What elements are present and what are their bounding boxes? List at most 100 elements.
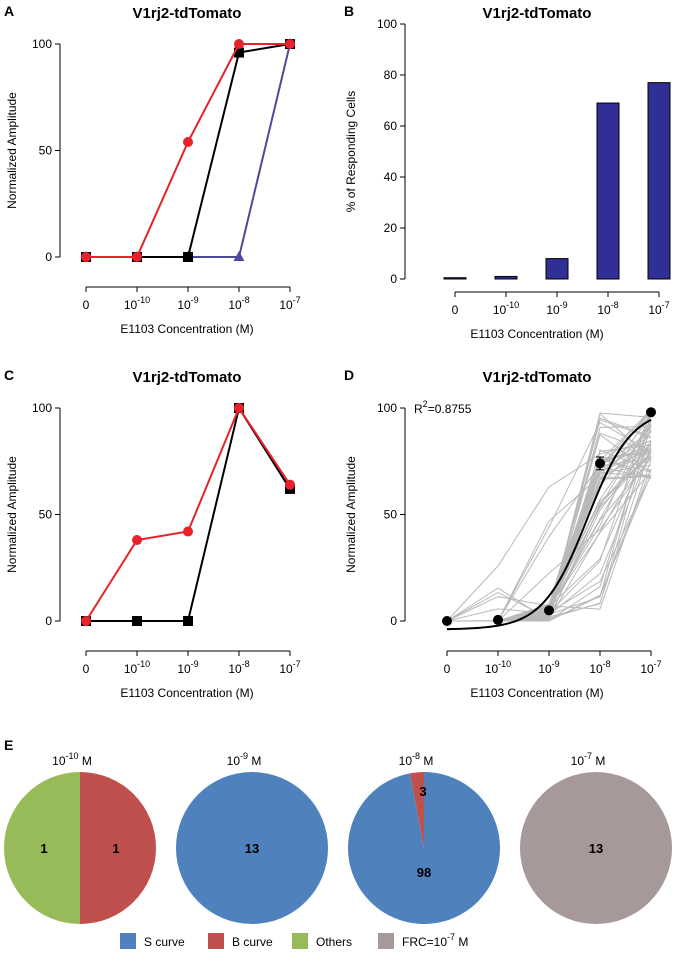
panel-c-series-black-point <box>132 616 142 626</box>
panel-e-pie-3-slice <box>347 772 500 924</box>
panel-a-y-tick-label: 100 <box>32 37 52 51</box>
panel-d-x-tick-label: 0 <box>444 662 451 676</box>
panel-b-y-tick-label: 60 <box>384 119 398 133</box>
panel-d-trace <box>447 411 652 622</box>
panel-b-y-tick-label: 40 <box>384 170 398 184</box>
panel-c-x-tick-label: 10-10 <box>124 659 150 676</box>
panel-a-series-black-point <box>234 47 244 58</box>
panel-d-fit-curve <box>446 418 652 631</box>
panel-a-x-tick-label: 10-8 <box>228 295 249 312</box>
panel-b-x-tick-label: 10-9 <box>546 300 567 317</box>
panel-a: V1rj2-tdTomato 0 50 100 0 10-10 10-9 10-8 10-7 E1… <box>5 5 301 336</box>
panel-e-pie-2-label-s-curve: 13 <box>245 841 259 856</box>
panel-label-d: D <box>344 367 354 383</box>
panel-d-mean-point <box>544 605 554 616</box>
panel-b: V1rj2-tdTomato 0 20 40 60 80 100 0 10-10 10-9 10-8… <box>344 5 671 341</box>
panel-d-trace <box>447 412 652 622</box>
panel-b-bar <box>647 82 671 280</box>
panel-b-bar <box>494 275 518 280</box>
panel-a-series-blue-line <box>86 43 291 258</box>
panel-b-bar <box>545 258 569 280</box>
panel-d-trace <box>447 466 652 622</box>
panel-a-series-red-point <box>132 252 142 262</box>
panel-c-series-red-point <box>132 535 142 546</box>
panel-b-x-tick-label: 10-10 <box>493 300 519 317</box>
panel-b-x-tick-label: 10-8 <box>597 300 618 317</box>
panel-e-pie-3-concentration-label: 10-8 M <box>399 751 434 768</box>
panel-b-bar <box>443 277 467 280</box>
panel-e: 10-10 M 10-9 M 10-8 M 10-7 M 1 1 13 3 98 13 S curv… <box>4 751 672 949</box>
panel-d-individual-traces <box>446 408 652 622</box>
panel-a-y-label: Normalized Amplitude <box>5 92 19 209</box>
panel-e-legend-label: Others <box>316 935 352 949</box>
panel-a-series-black-point <box>183 252 193 262</box>
panel-d-trace <box>446 468 652 622</box>
panel-c-x-tick-label: 10-7 <box>279 659 300 676</box>
panel-d-x-label: E1103 Concentration (M) <box>470 686 603 700</box>
panel-a-series-red-point <box>183 136 193 147</box>
panel-e-pie-1-label-others: 1 <box>40 841 47 856</box>
panel-b-x-tick-label: 10-7 <box>648 300 669 317</box>
panel-c-series-red-point <box>81 616 91 626</box>
panel-b-y-tick-label: 0 <box>390 272 397 286</box>
panel-d-trace <box>447 413 652 622</box>
panel-d-x-tick-label: 10-8 <box>589 659 610 676</box>
panel-d-x-tick-label: 10-7 <box>640 659 661 676</box>
panel-d-r2-annotation: R2=0.8755 <box>414 399 472 416</box>
panel-e-pie-2-concentration-label: 10-9 M <box>227 751 262 768</box>
panel-c: V1rj2-tdTomato 0 50 100 0 10-10 10-9 10-8 10-7 E1… <box>5 369 301 700</box>
panel-d-trace <box>447 410 652 622</box>
panel-c-x-tick-label: 10-8 <box>228 659 249 676</box>
panel-label-e: E <box>4 737 13 753</box>
panel-c-series-black-point <box>183 616 193 626</box>
panel-c-x-tick-label: 0 <box>83 662 90 676</box>
panel-a-x-tick-label: 0 <box>83 298 90 312</box>
panel-c-series-red-point <box>285 479 295 490</box>
panel-e-pie-3-slice <box>409 772 424 848</box>
panel-e-legend-label: S curve <box>144 935 185 949</box>
panel-b-bar <box>596 102 620 280</box>
panel-e-pie-4-concentration-label: 10-7 M <box>571 751 606 768</box>
panel-d-y-label: Normalized Amplitude <box>344 456 358 573</box>
panel-e-pie-4-label-frc: 13 <box>589 841 603 856</box>
panel-d-trace <box>447 464 652 622</box>
panel-a-x-label: E1103 Concentration (M) <box>120 322 253 336</box>
panel-a-y-tick-label: 0 <box>45 250 52 264</box>
panel-c-series-red-point <box>234 403 244 413</box>
panel-label-b: B <box>344 3 354 19</box>
panel-d-x-tick-label: 10-10 <box>485 659 511 676</box>
panel-d-trace <box>447 410 652 622</box>
panel-a-y-tick-label: 50 <box>39 144 53 158</box>
panel-d-x-tick-label: 10-9 <box>538 659 559 676</box>
panel-c-y-tick-label: 0 <box>45 614 52 628</box>
panel-e-legend-swatch <box>120 933 136 949</box>
panel-b-y-label: % of Responding Cells <box>344 91 358 212</box>
panel-e-legend-label: B curve <box>232 935 273 949</box>
panel-d-trace <box>447 413 652 622</box>
panel-e-legend-label: FRC=10-7 M <box>402 932 468 949</box>
panel-d-title: V1rj2-tdTomato <box>483 369 592 386</box>
panel-c-y-tick-label: 100 <box>32 401 52 415</box>
panel-e-pie-3-label-s-curve: 98 <box>417 865 431 880</box>
panel-c-series-red-point <box>183 526 193 537</box>
panel-c-y-tick-label: 50 <box>39 508 53 522</box>
panel-label-a: A <box>4 3 14 19</box>
panel-c-series-red-line <box>85 405 291 622</box>
panel-e-pie-1-slice <box>4 772 80 924</box>
panel-b-x-label: E1103 Concentration (M) <box>470 327 603 341</box>
panel-a-series-red-point <box>285 39 295 49</box>
panel-d-mean-point <box>595 458 605 469</box>
panel-d-trace <box>447 412 652 622</box>
panel-d-y-tick-label: 50 <box>384 508 398 522</box>
panel-e-legend-swatch <box>292 933 308 949</box>
panel-d-mean-point <box>493 614 503 625</box>
panel-b-y-tick-label: 80 <box>384 68 398 82</box>
panel-c-y-label: Normalized Amplitude <box>5 456 19 573</box>
panel-label-c: C <box>4 367 14 383</box>
panel-d-mean-point <box>646 407 656 418</box>
panel-b-title: V1rj2-tdTomato <box>483 5 592 22</box>
panel-e-pie-1-concentration-label: 10-10 M <box>52 751 92 768</box>
panel-b-y-tick-label: 20 <box>384 221 398 235</box>
panel-a-series-blue-point <box>233 251 245 261</box>
